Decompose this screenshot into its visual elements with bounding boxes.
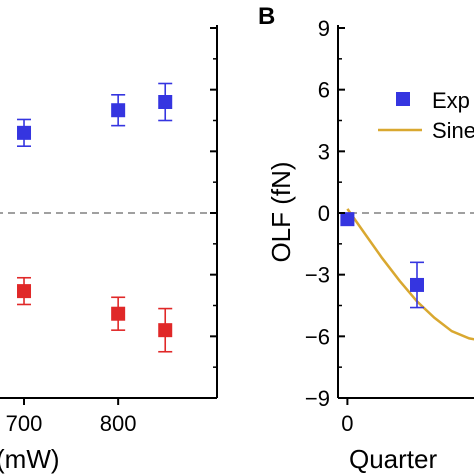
data-point-marker <box>17 125 32 140</box>
panel-a-x-ticks: 700 800 <box>6 27 217 436</box>
legend-exp-marker <box>396 92 410 106</box>
y-tick-label: 9 <box>318 16 330 41</box>
data-point-marker <box>158 323 173 338</box>
panel-b-x-ticks: 04 <box>341 398 354 436</box>
series-2-fit-line <box>346 208 474 341</box>
data-point-marker <box>17 284 32 299</box>
y-tick-label: 0 <box>318 201 330 226</box>
y-tick-label: −6 <box>305 324 330 349</box>
x-tick-label: 700 <box>6 411 43 436</box>
y-tick-label: −9 <box>305 386 330 411</box>
panel-b-plot-area <box>338 208 474 341</box>
panel-b-legend: Exp Sine <box>378 88 474 143</box>
data-point-marker <box>158 95 173 109</box>
x-tick-label: 800 <box>100 411 137 436</box>
panel-a-plot-area <box>0 82 217 353</box>
data-point-marker <box>340 212 355 227</box>
data-point-marker <box>111 306 126 321</box>
panel-a-x-axis-label: (mW) <box>0 444 60 474</box>
panel-a: 700 800 (mW) <box>0 25 218 474</box>
legend-sine-label: Sine <box>432 118 474 143</box>
data-point-marker <box>111 103 126 118</box>
data-point-marker <box>409 277 424 292</box>
panel-b: B 9 6 3 0 −3 −6 −9 04 OLF (fN) Quarter Exp Sin… <box>258 3 474 474</box>
y-tick-label: −3 <box>305 263 330 288</box>
legend-exp-label: Exp <box>432 88 470 113</box>
panel-b-y-ticks: 9 6 3 0 −3 −6 −9 <box>305 16 345 411</box>
y-tick-label: 3 <box>318 139 330 164</box>
panel-b-label: B <box>258 3 275 30</box>
panel-b-y-axis-label: OLF (fN) <box>266 161 296 262</box>
panel-b-x-axis-label: Quarter <box>349 444 437 474</box>
y-tick-label: 6 <box>318 78 330 103</box>
x-tick-label: 0 <box>341 411 353 436</box>
